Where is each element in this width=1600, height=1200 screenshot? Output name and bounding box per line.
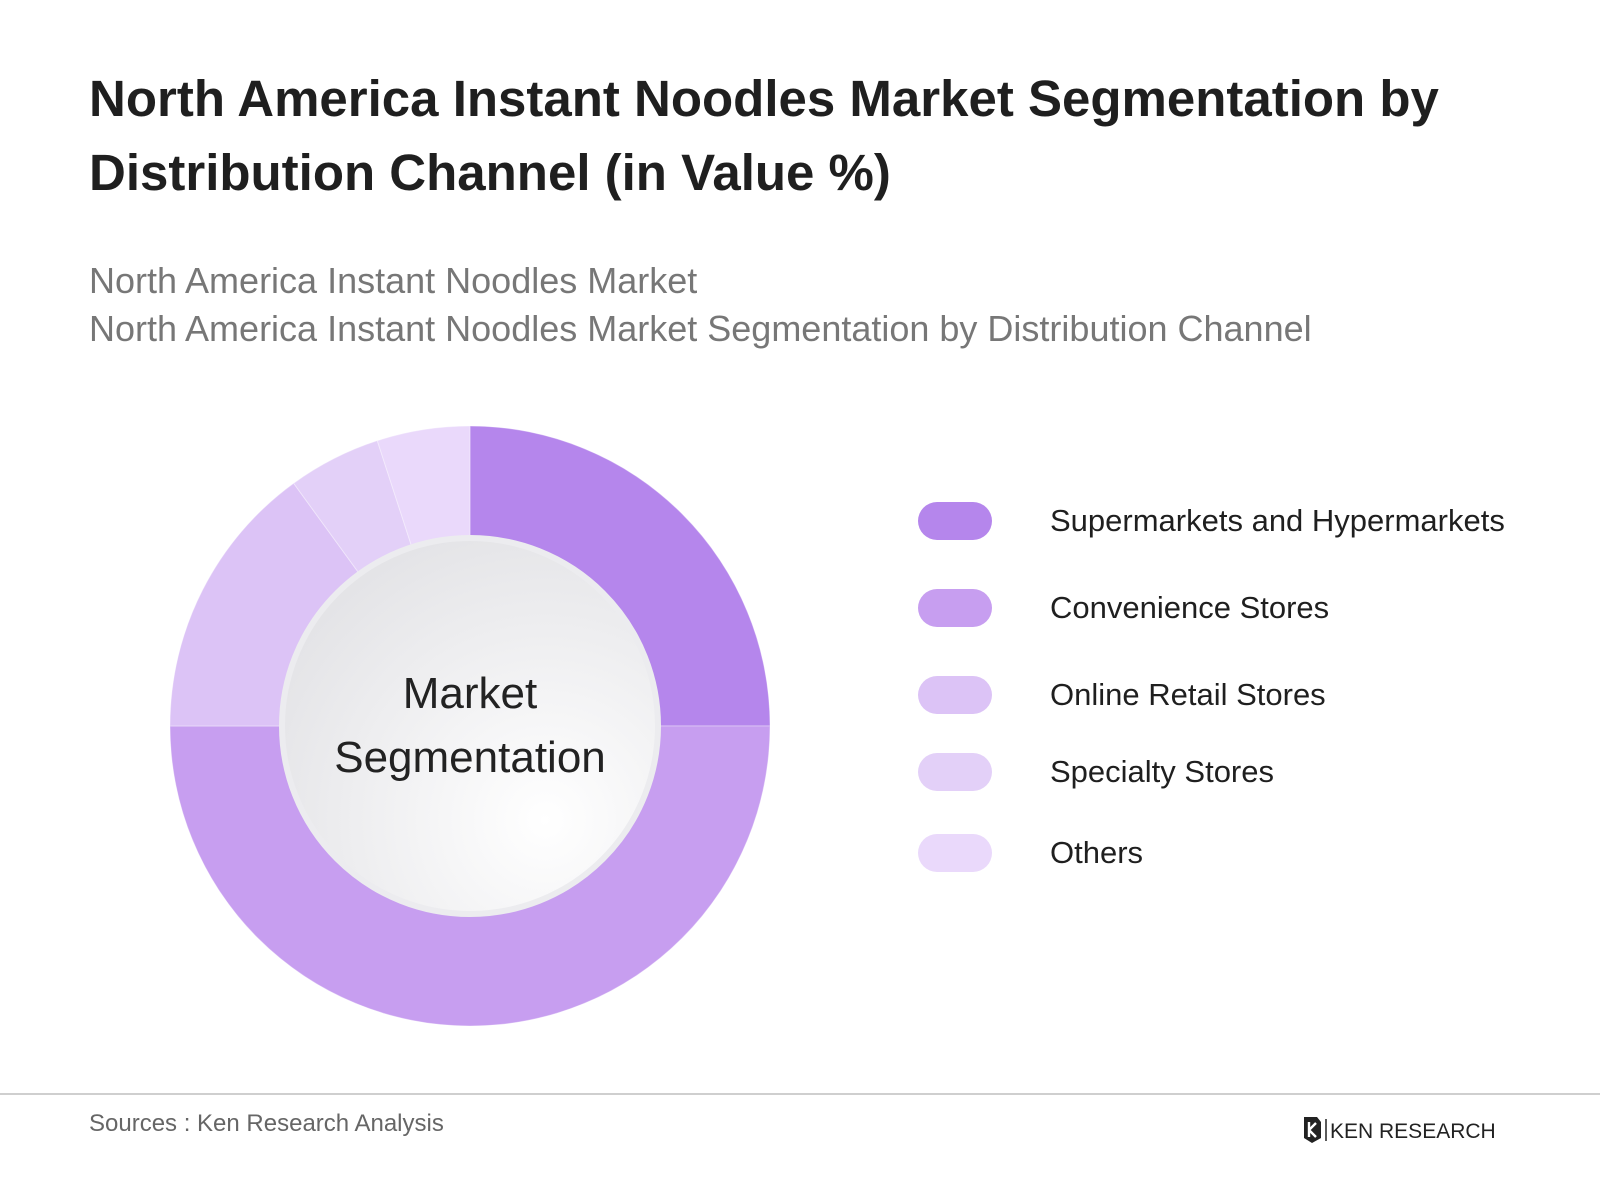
legend-item-online: Online Retail Stores bbox=[918, 674, 1578, 714]
legend-label: Others bbox=[1050, 835, 1144, 870]
donut-center-disc bbox=[279, 535, 661, 917]
legend-label: Convenience Stores bbox=[1050, 590, 1330, 625]
legend-swatch bbox=[918, 502, 992, 540]
legend-label: Online Retail Stores bbox=[1050, 677, 1326, 712]
legend-item-specialty: Specialty Stores bbox=[918, 751, 1578, 791]
legend-swatch bbox=[918, 753, 992, 791]
legend-label: Specialty Stores bbox=[1050, 754, 1274, 789]
legend-swatch bbox=[918, 589, 992, 627]
ken-research-logo-text: KEN RESEARCH bbox=[1330, 1120, 1496, 1143]
ken-research-logo: KEN RESEARCH bbox=[1304, 1117, 1496, 1143]
footer-divider bbox=[0, 1093, 1600, 1095]
ken-research-logo-mark bbox=[1304, 1117, 1327, 1143]
legend-item-supermarkets: Supermarkets and Hypermarkets bbox=[918, 500, 1578, 540]
center-label-line-1: Market bbox=[402, 669, 538, 718]
source-note: Sources : Ken Research Analysis bbox=[89, 1110, 444, 1137]
donut-center-label: Market Segmentation bbox=[282, 662, 658, 790]
center-label-line-2: Segmentation bbox=[334, 733, 606, 782]
subtitle-line-1: North America Instant Noodles Market bbox=[89, 260, 698, 301]
legend-label: Supermarkets and Hypermarkets bbox=[1050, 503, 1505, 538]
chart-subtitle: North America Instant Noodles Market Nor… bbox=[89, 257, 1529, 353]
legend-swatch bbox=[918, 676, 992, 714]
chart-title: North America Instant Noodles Market Seg… bbox=[89, 70, 1439, 201]
legend-swatch bbox=[918, 834, 992, 872]
subtitle-line-2: North America Instant Noodles Market Seg… bbox=[89, 308, 1312, 349]
legend-item-others: Others bbox=[918, 832, 1578, 872]
donut-chart bbox=[170, 426, 770, 1026]
legend-item-convenience: Convenience Stores bbox=[918, 587, 1578, 627]
